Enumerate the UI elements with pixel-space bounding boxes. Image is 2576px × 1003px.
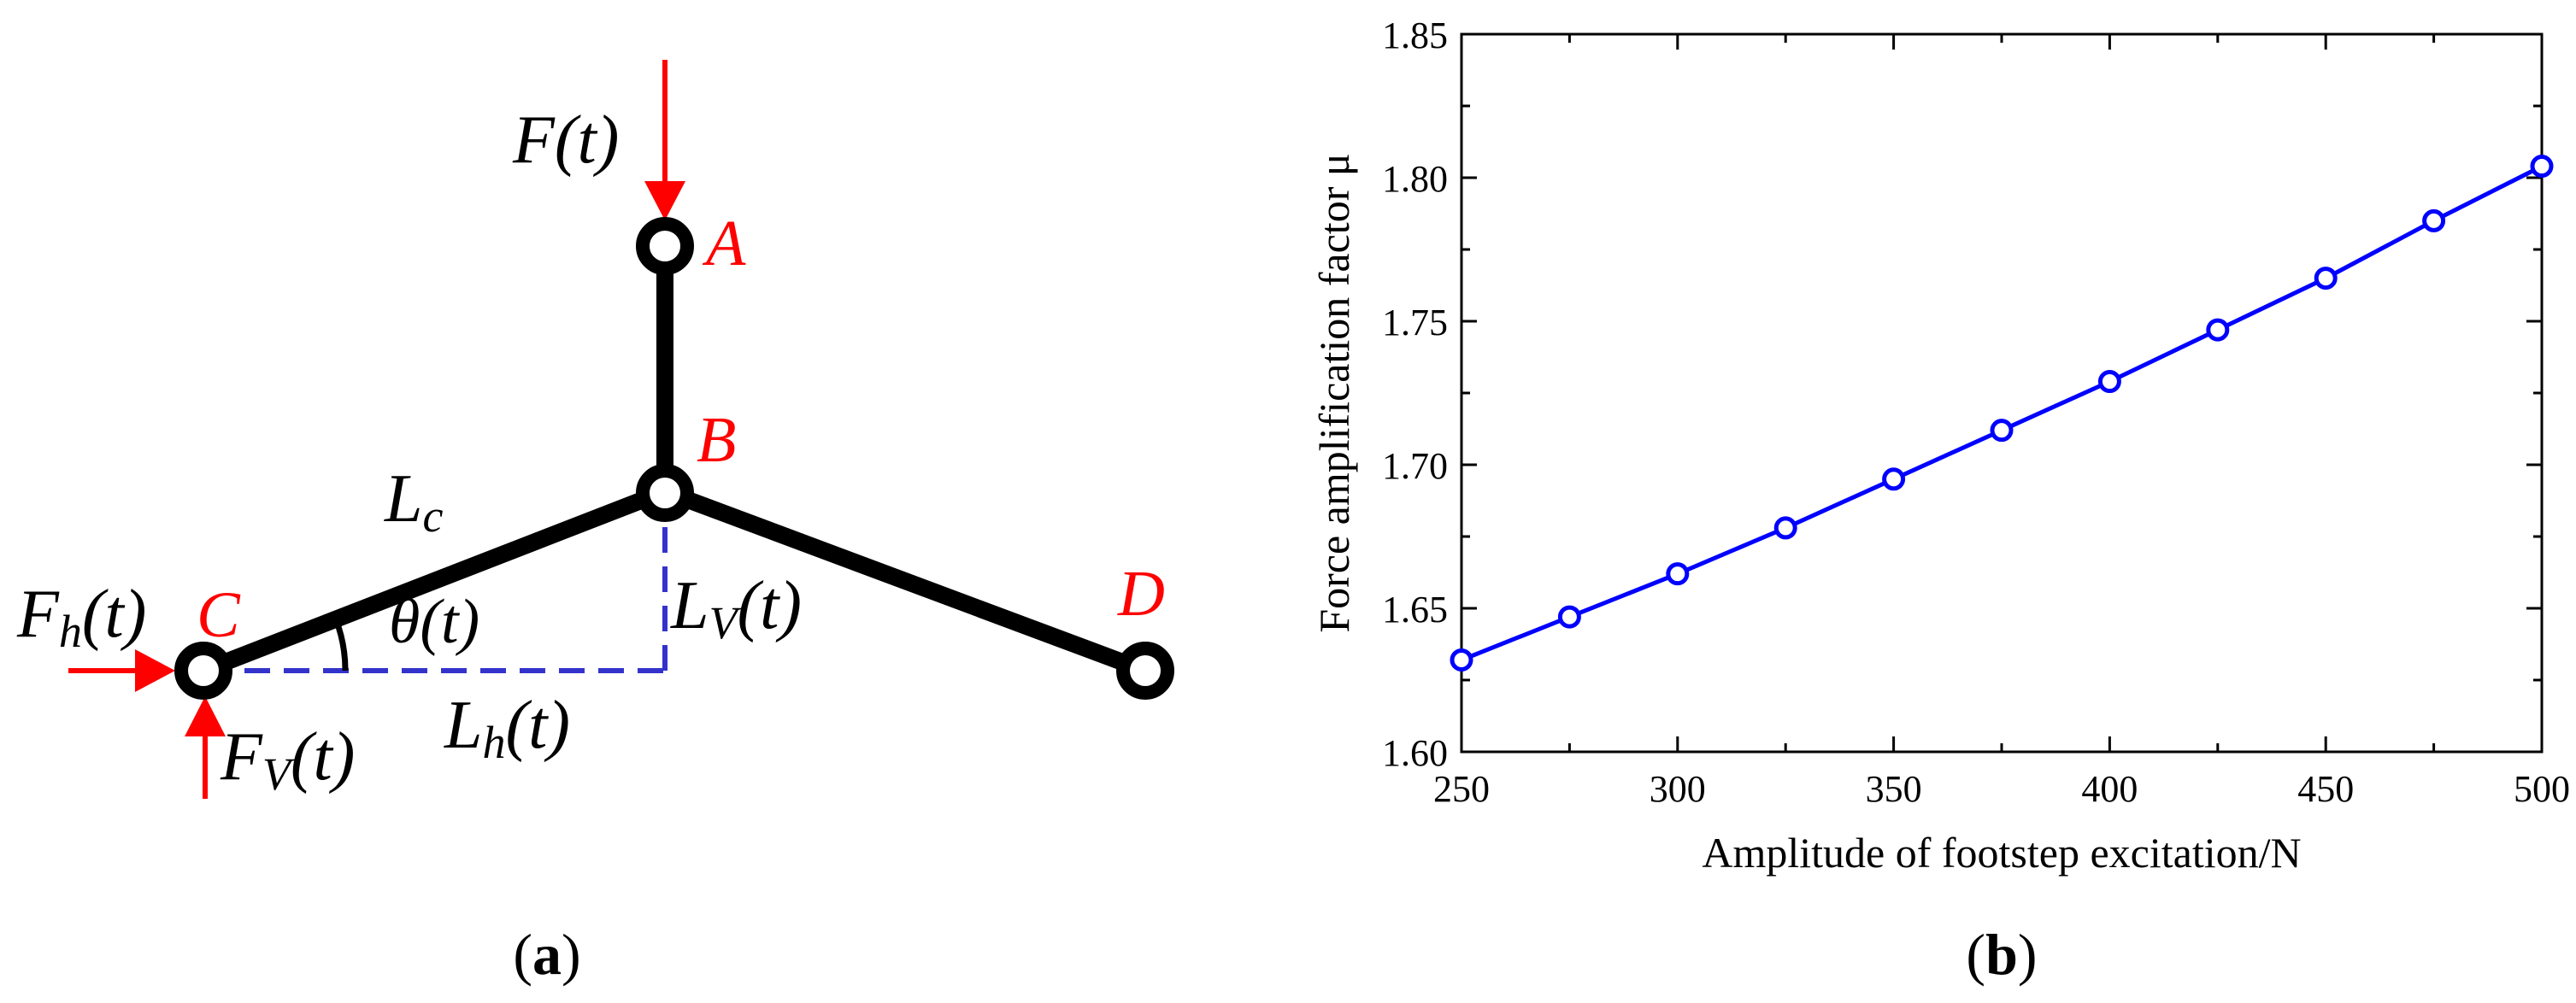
x-tick-label: 400 <box>2081 768 2138 810</box>
label-lc: Lc <box>384 461 444 542</box>
data-point <box>1990 419 2014 443</box>
member-bd <box>662 483 1149 679</box>
y-axis-ticks: 1.60 1.65 1.70 1.75 1.80 1.85 <box>1382 15 2542 774</box>
data-point <box>2314 267 2338 290</box>
y-tick-label: 1.65 <box>1382 589 1448 631</box>
node-a-pin <box>636 217 694 275</box>
y-tick-label: 1.60 <box>1382 732 1448 774</box>
label-lv: LV(t) <box>670 568 802 648</box>
label-lh-main: L <box>444 688 483 763</box>
panel-a-diagram: A B C D F(t) Lc Fh(t) θ(t) LV(t) FV(t) L… <box>16 60 1174 987</box>
x-tick-label: 500 <box>2514 768 2570 810</box>
plot-area-frame <box>1460 32 2544 754</box>
label-lh: Lh(t) <box>444 688 570 768</box>
label-fv-sub: V <box>262 748 296 800</box>
x-tick-label: 300 <box>1650 768 1706 810</box>
node-label-d: D <box>1117 558 1165 630</box>
label-applied-force: F(t) <box>512 103 619 178</box>
x-axis-label: Amplitude of footstep excitation/N <box>1702 829 2301 877</box>
label-fh: Fh(t) <box>16 577 146 657</box>
y-tick-label: 1.70 <box>1382 445 1448 487</box>
data-point <box>1773 516 1797 540</box>
label-lh-tail: (t) <box>506 688 571 763</box>
member-bc <box>200 483 668 679</box>
panel-b-chart: 1.60 1.65 1.70 1.75 1.80 1.85 250 300 350 400 450… <box>1310 15 2570 987</box>
y-tick-label: 1.85 <box>1382 15 1448 56</box>
label-fh-main: F <box>16 577 60 652</box>
label-fv-main: F <box>220 719 263 795</box>
label-lh-sub: h <box>483 717 506 768</box>
panel-b-caption: (b) <box>1966 922 2037 987</box>
x-tick-label: 250 <box>1433 768 1490 810</box>
label-fh-tail: (t) <box>82 577 147 652</box>
label-fh-sub: h <box>59 606 82 657</box>
theta-arc <box>332 618 349 672</box>
y-tick-label: 1.75 <box>1382 302 1448 343</box>
x-tick-label: 350 <box>1866 768 1922 810</box>
data-point <box>2206 318 2230 342</box>
data-point <box>2530 155 2554 179</box>
panel-a-caption: (a) <box>513 922 580 987</box>
series-line <box>1461 164 2544 662</box>
node-c-pin <box>174 642 232 700</box>
label-fv-tail: (t) <box>291 719 356 795</box>
y-tick-label: 1.80 <box>1382 158 1448 200</box>
node-label-c: C <box>197 579 241 651</box>
node-b-pin <box>636 464 694 522</box>
force-arrow-vertical <box>185 696 226 799</box>
node-label-b: B <box>697 404 736 476</box>
label-lv-sub: V <box>709 597 743 648</box>
force-arrow-top <box>644 60 685 220</box>
y-axis-label: Force amplification factor μ <box>1310 153 1358 632</box>
label-theta: θ(t) <box>389 587 479 657</box>
label-lv-tail: (t) <box>738 568 803 643</box>
data-point <box>1666 562 1690 586</box>
data-point <box>1882 467 1906 491</box>
node-label-a: A <box>702 208 746 279</box>
label-fv: FV(t) <box>220 719 355 800</box>
force-arrow-horizontal <box>68 649 175 692</box>
data-point <box>2422 208 2446 232</box>
series-points <box>1450 155 2554 672</box>
data-point <box>2097 370 2121 394</box>
x-axis-ticks: 250 300 350 400 450 500 <box>1433 34 2570 810</box>
data-point <box>1450 648 1473 672</box>
label-lc-main: L <box>384 461 423 537</box>
label-lv-main: L <box>670 568 709 643</box>
node-d-pin <box>1116 642 1174 700</box>
label-lc-sub: c <box>423 490 444 542</box>
x-tick-label: 450 <box>2297 768 2354 810</box>
data-point <box>1557 605 1581 629</box>
